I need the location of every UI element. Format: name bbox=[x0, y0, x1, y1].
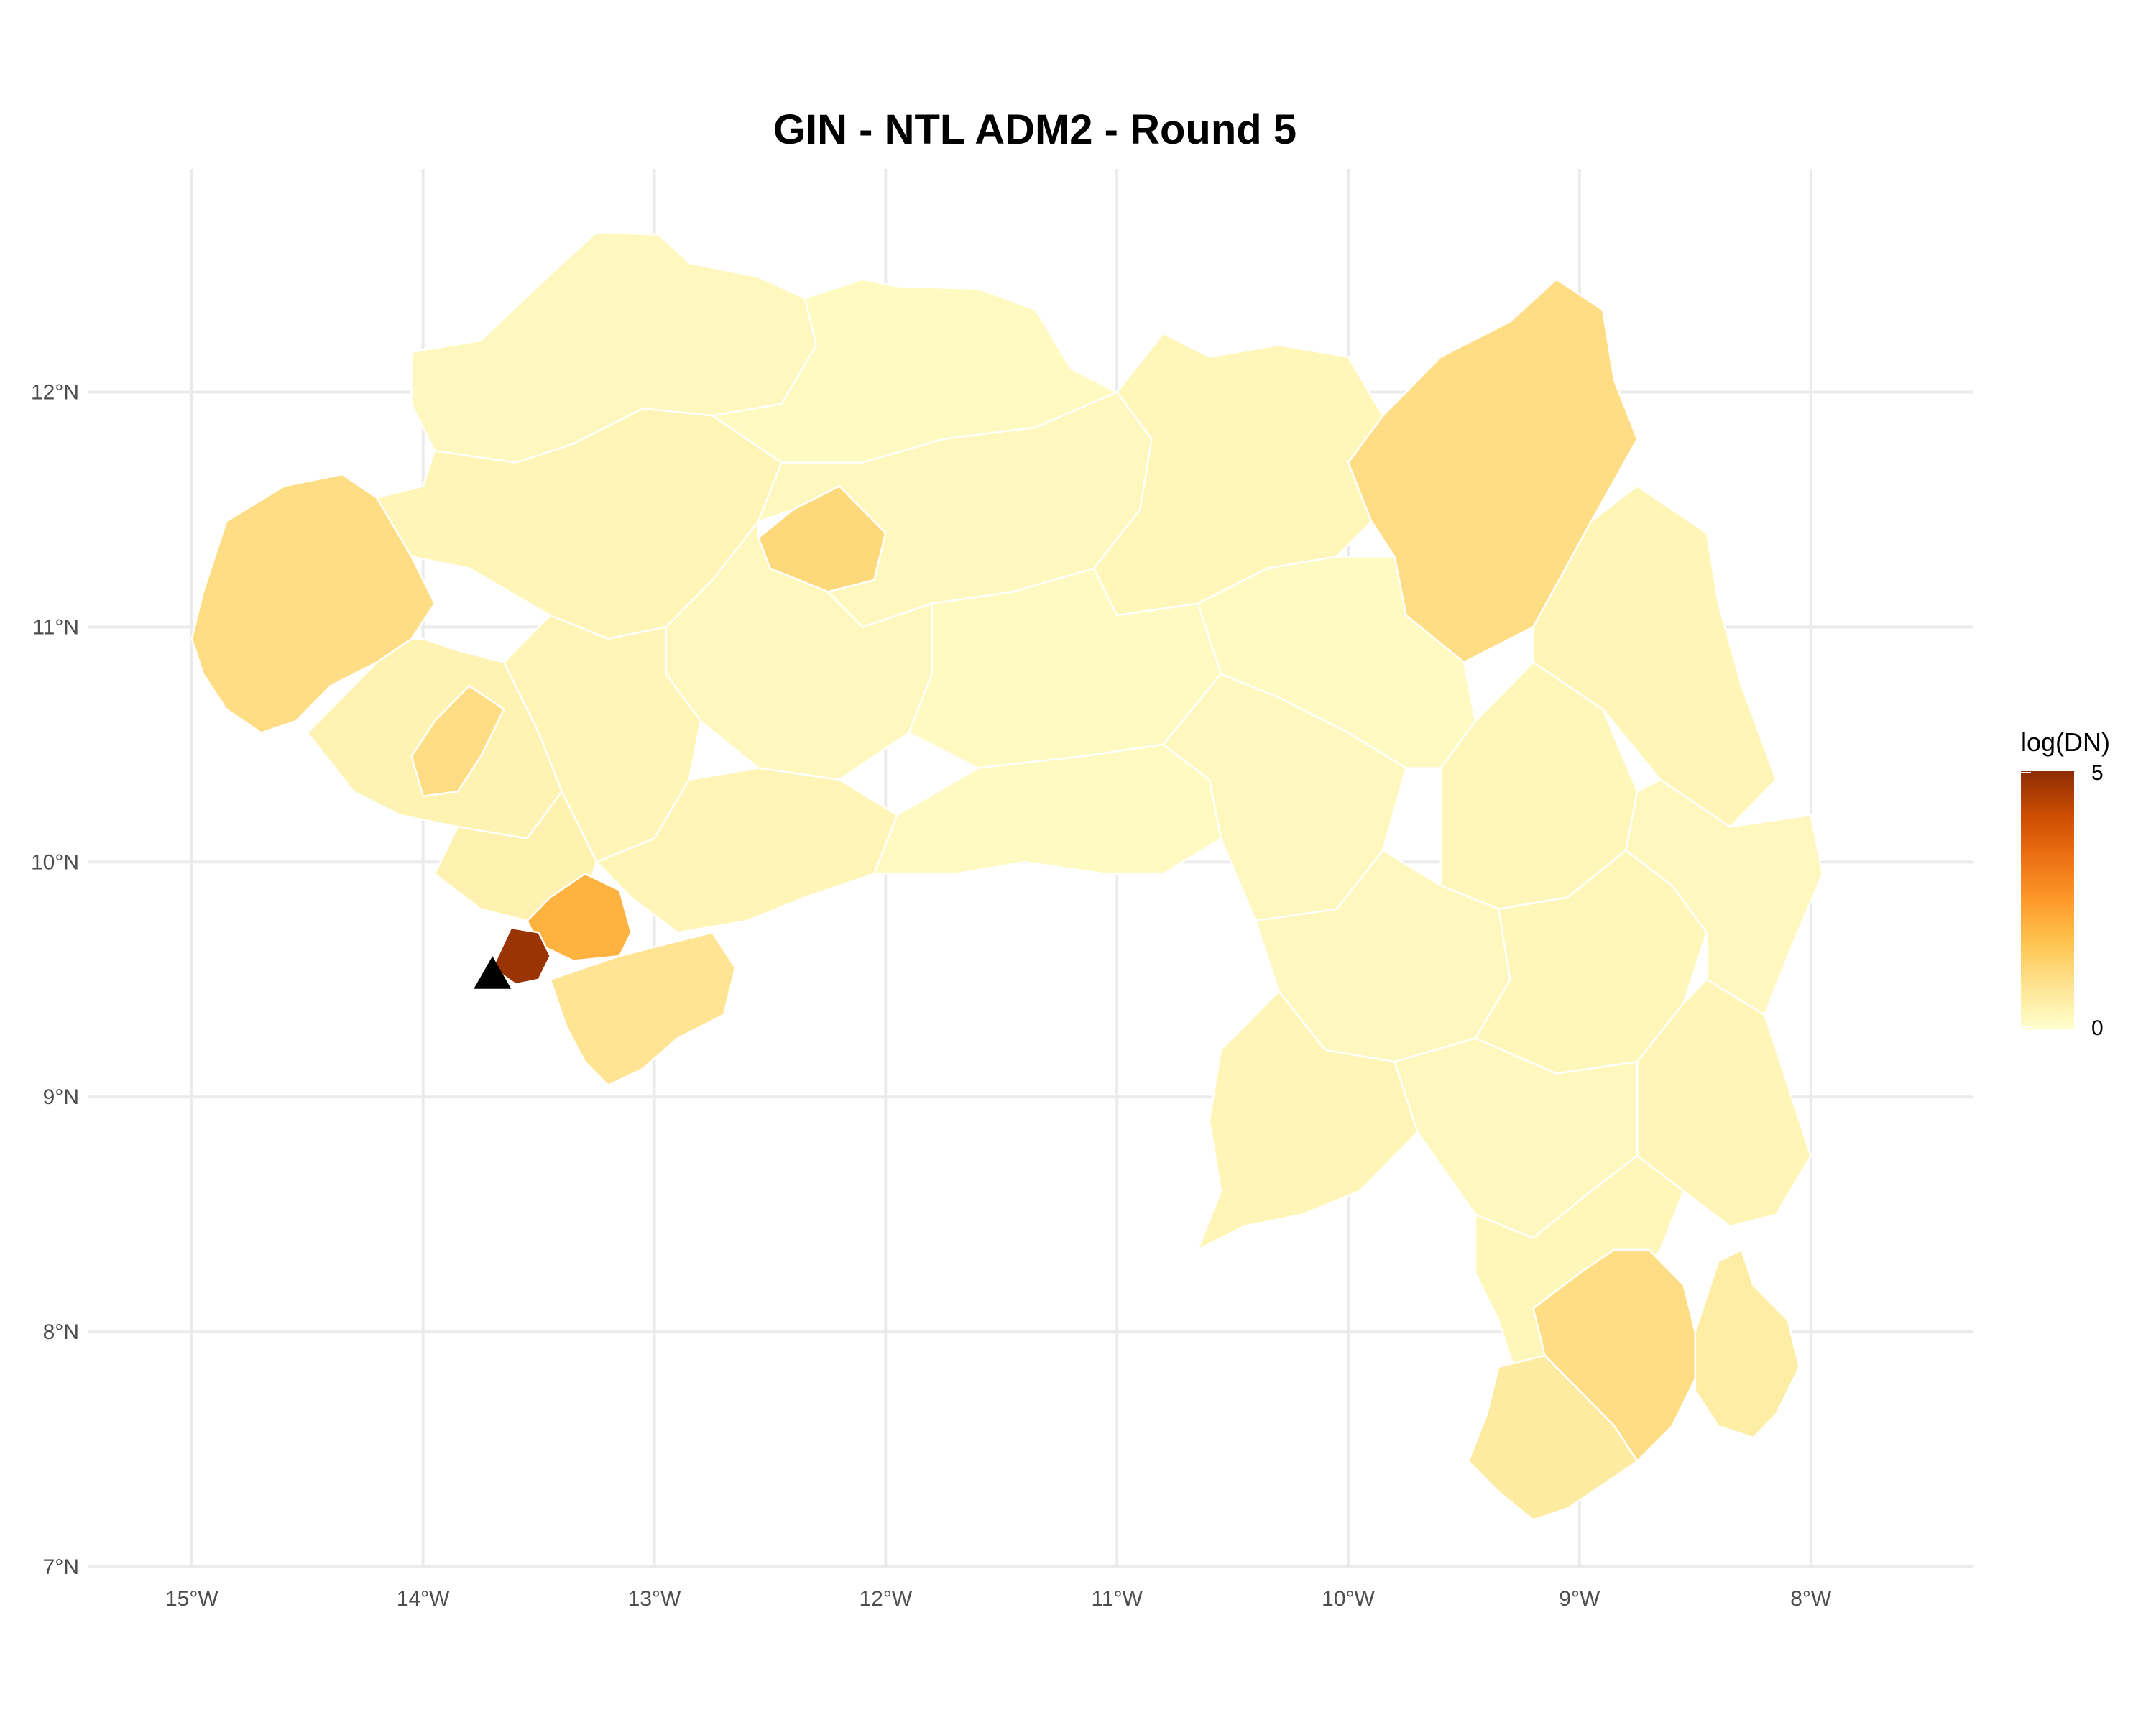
region-32 bbox=[1694, 1248, 1800, 1439]
legend-colorbar bbox=[2021, 771, 2074, 1029]
region-18 bbox=[549, 932, 737, 1087]
map-title: GIN - NTL ADM2 - Round 5 bbox=[773, 106, 1296, 153]
region-31 bbox=[1468, 1354, 1639, 1521]
x-tick-label: 15°W bbox=[165, 1587, 218, 1611]
x-tick-label: 11°W bbox=[1091, 1587, 1143, 1611]
region-19 bbox=[873, 743, 1222, 875]
region-7 bbox=[1092, 332, 1384, 617]
region-17 bbox=[491, 926, 551, 985]
x-tick-label: 13°W bbox=[628, 1587, 681, 1611]
axis-tick-labels: 15°W 14°W 13°W 12°W 11°W 10°W 9°W 8°W 7°N 8°N 9°N 1… bbox=[31, 381, 1832, 1611]
y-tick-label: 11°N bbox=[32, 615, 79, 639]
y-tick-label: 7°N bbox=[43, 1555, 79, 1579]
legend-title: log(DN) bbox=[2021, 727, 2110, 757]
adm2-regions bbox=[190, 231, 1824, 1521]
y-tick-label: 9°N bbox=[43, 1085, 79, 1109]
y-tick-label: 12°N bbox=[31, 381, 79, 405]
x-tick-label: 8°W bbox=[1790, 1587, 1832, 1611]
legend-min-label: 0 bbox=[2091, 1016, 2104, 1040]
region-15 bbox=[595, 767, 898, 934]
capital-marker-triangle bbox=[474, 956, 512, 989]
x-tick-label: 9°W bbox=[1559, 1587, 1600, 1611]
legend-max-label: 5 bbox=[2091, 761, 2104, 785]
region-26 bbox=[1624, 778, 1824, 1016]
x-tick-label: 14°W bbox=[397, 1587, 450, 1611]
region-24 bbox=[1197, 990, 1419, 1251]
x-tick-label: 10°W bbox=[1322, 1587, 1375, 1611]
region-27 bbox=[1636, 978, 1812, 1228]
region-9 bbox=[1532, 485, 1777, 828]
region-13 bbox=[503, 614, 702, 863]
x-tick-label: 12°W bbox=[860, 1587, 913, 1611]
y-tick-label: 8°N bbox=[43, 1320, 79, 1344]
capital-marker-layer bbox=[474, 956, 512, 989]
y-tick-label: 10°N bbox=[31, 850, 79, 874]
region-12 bbox=[410, 684, 505, 798]
legend: log(DN) 5 0 bbox=[2021, 727, 2110, 1040]
region-2 bbox=[190, 473, 436, 734]
